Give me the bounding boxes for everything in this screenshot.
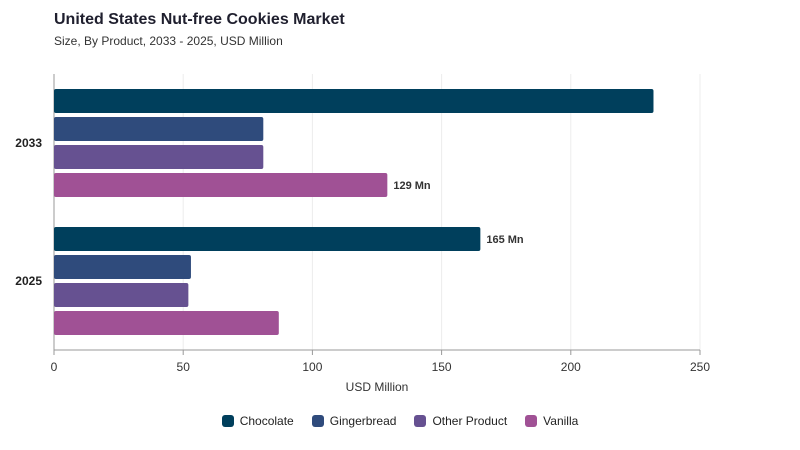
legend-item: Vanilla bbox=[525, 414, 578, 428]
x-tick-label: 200 bbox=[561, 360, 581, 374]
legend-swatch bbox=[311, 415, 324, 427]
x-tick-label: 100 bbox=[302, 360, 322, 374]
category-label: 2025 bbox=[15, 274, 42, 288]
legend-item: Chocolate bbox=[221, 414, 294, 428]
chart-subtitle: Size, By Product, 2033 - 2025, USD Milli… bbox=[54, 34, 283, 48]
bar-gingerbread bbox=[54, 117, 264, 141]
legend-swatch bbox=[221, 415, 234, 427]
category-label: 2033 bbox=[15, 136, 42, 150]
bar-vanilla bbox=[54, 311, 279, 335]
bar-other-product bbox=[54, 145, 264, 169]
chart-title: United States Nut-free Cookies Market bbox=[54, 11, 345, 28]
legend-label: Vanilla bbox=[543, 414, 579, 428]
x-tick-label: 50 bbox=[177, 360, 191, 374]
data-label: 129 Mn bbox=[393, 180, 431, 192]
legend-item: Gingerbread bbox=[311, 414, 397, 428]
data-label: 165 Mn bbox=[486, 234, 524, 246]
legend-label: Gingerbread bbox=[329, 414, 397, 428]
x-tick-label: 0 bbox=[51, 360, 58, 374]
legend-item: Other Product bbox=[414, 414, 507, 428]
legend-label: Other Product bbox=[432, 414, 508, 428]
bar-chocolate bbox=[54, 89, 654, 113]
bar-vanilla bbox=[54, 173, 388, 197]
x-tick-label: 150 bbox=[432, 360, 452, 374]
x-axis-label: USD Million bbox=[346, 380, 409, 394]
x-tick-label: 250 bbox=[690, 360, 710, 374]
bar-gingerbread bbox=[54, 255, 191, 279]
bar-chocolate bbox=[54, 227, 481, 251]
legend-label: Chocolate bbox=[239, 414, 294, 428]
chart-legend: Chocolate Gingerbread Other Product Vanilla bbox=[0, 414, 800, 428]
bar-other-product bbox=[54, 283, 189, 307]
legend-swatch bbox=[525, 415, 538, 427]
legend-swatch bbox=[414, 415, 427, 427]
